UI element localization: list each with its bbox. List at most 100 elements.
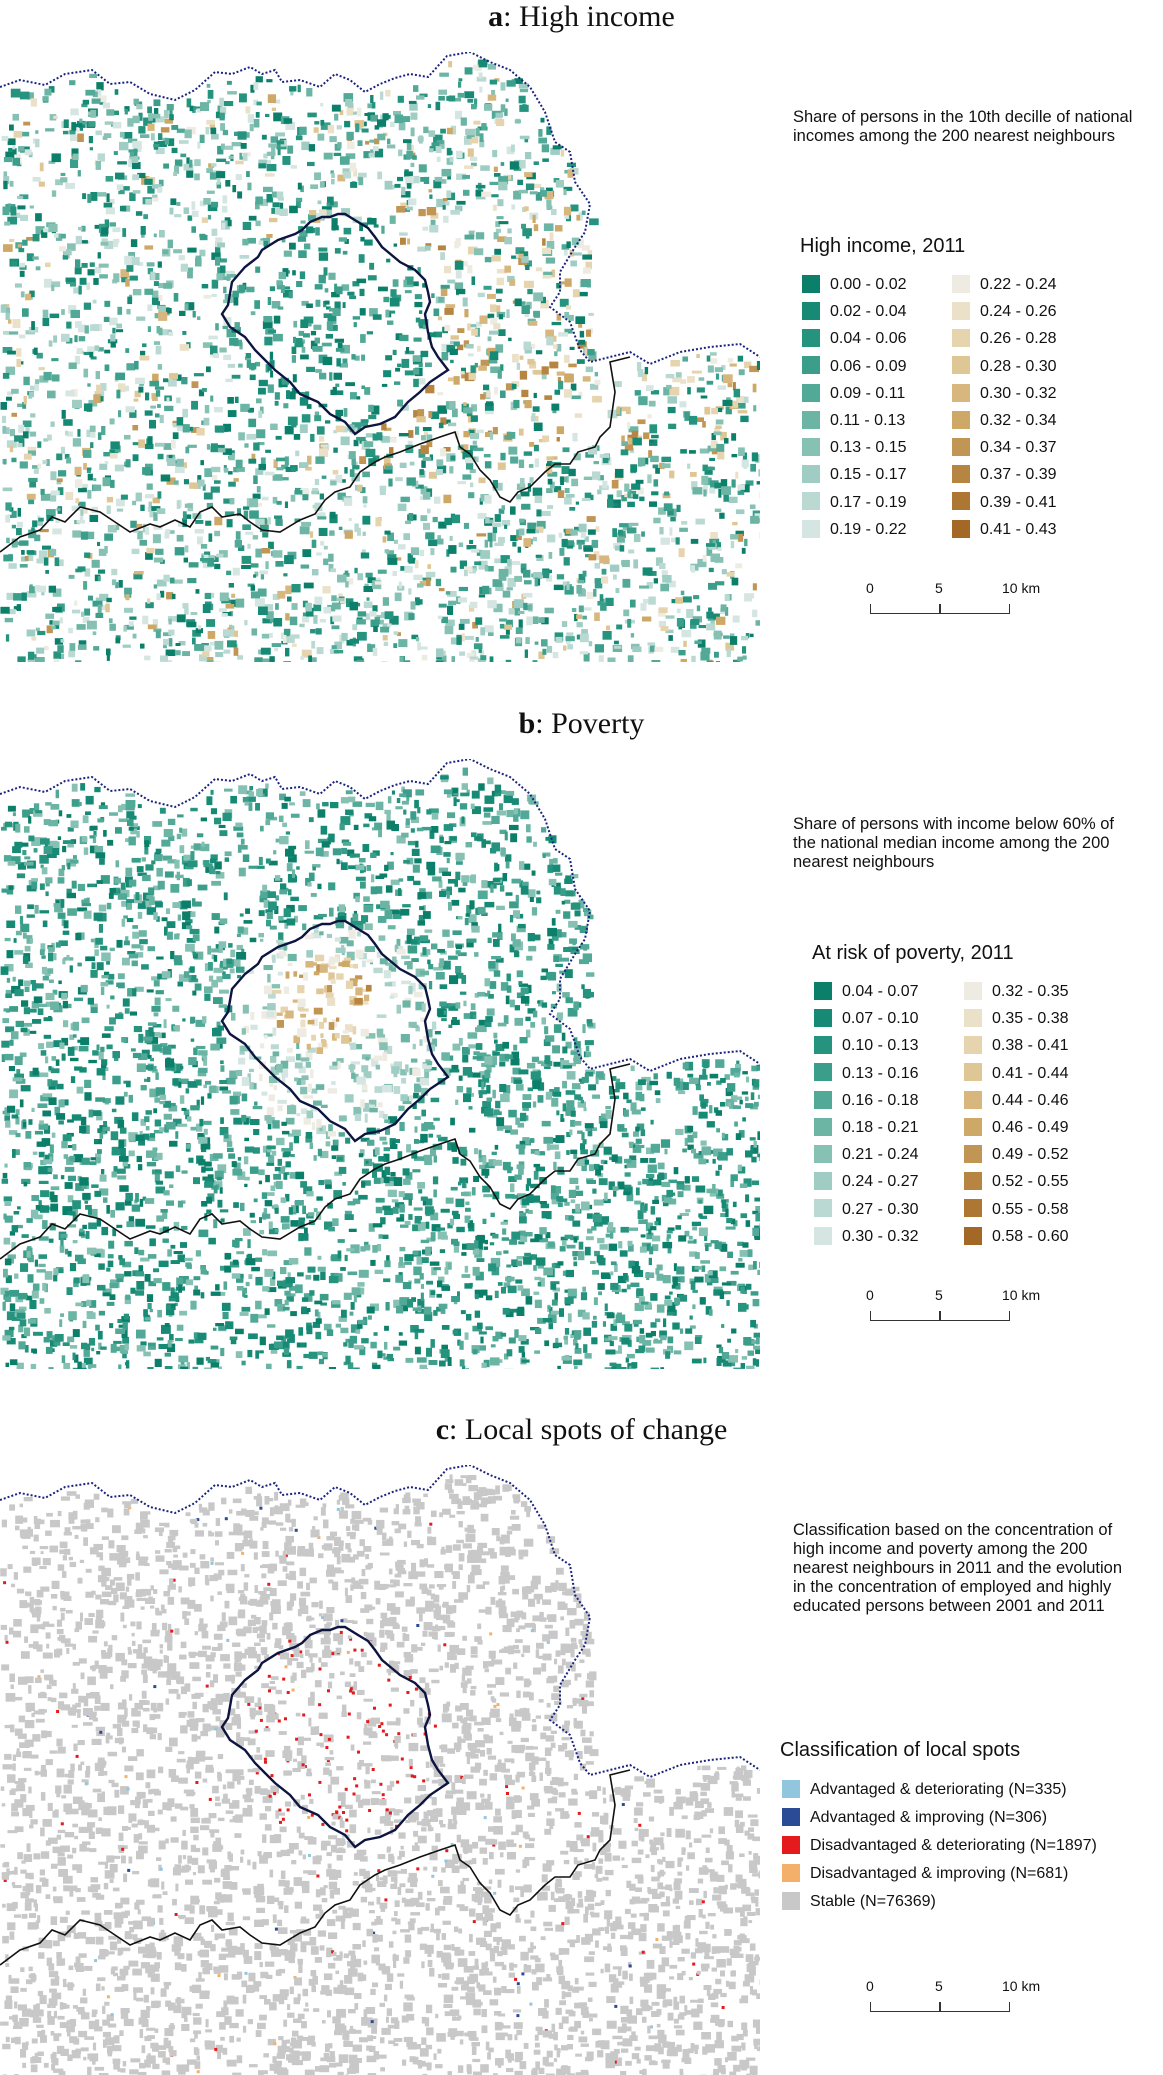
legend-swatch <box>952 492 970 510</box>
map-cell <box>107 1005 110 1009</box>
map-cell <box>651 491 658 495</box>
map-cell <box>748 1265 753 1271</box>
map-cell <box>440 129 446 134</box>
map-cell <box>680 401 687 407</box>
map-cell <box>125 936 128 941</box>
map-cell <box>398 150 402 157</box>
map-cell <box>467 545 477 549</box>
map-cell <box>219 348 226 353</box>
map-cell <box>206 366 211 372</box>
map-cell <box>329 308 338 312</box>
map-cell <box>398 1106 404 1111</box>
map-cell <box>163 378 168 382</box>
map-cell <box>326 1141 331 1146</box>
map-cell <box>594 613 600 622</box>
map-cell <box>370 1260 375 1266</box>
map-cell <box>541 976 547 980</box>
map-cell <box>395 368 400 372</box>
map-cell <box>456 238 461 246</box>
map-cell <box>460 793 469 797</box>
map-cell <box>499 221 509 224</box>
map-cell <box>677 618 684 627</box>
map-cell <box>194 174 200 181</box>
map-cell <box>244 1138 249 1141</box>
map-cell <box>318 248 327 252</box>
map-cell <box>324 313 333 318</box>
map-cell <box>579 606 584 613</box>
map-cell <box>680 449 687 454</box>
map-cell <box>413 379 419 387</box>
map-cell <box>653 1340 662 1344</box>
map-cell <box>31 1195 39 1201</box>
map-cell <box>553 145 562 149</box>
map-cell <box>317 516 326 519</box>
map-cell <box>172 1006 179 1012</box>
map-cell <box>97 818 103 822</box>
map-cell <box>183 511 187 520</box>
map-cell <box>206 120 215 125</box>
map-cell <box>201 544 207 549</box>
map-cell <box>54 234 59 238</box>
map-cell <box>143 1352 151 1357</box>
map-cell <box>23 122 30 126</box>
map-cell <box>660 1367 664 1369</box>
map-cell <box>520 89 528 92</box>
map-cell <box>510 915 513 923</box>
map-cell <box>350 1312 354 1316</box>
map-cell <box>169 114 174 120</box>
map-cell <box>682 1149 687 1153</box>
map-cell <box>276 436 282 440</box>
map-cell <box>419 363 423 367</box>
map-cell <box>296 338 303 343</box>
map-cell <box>298 85 301 93</box>
map-cell <box>60 177 67 182</box>
map-cell <box>479 87 482 93</box>
map-cell <box>179 1311 187 1316</box>
map-cell <box>58 1120 64 1124</box>
map-cell <box>45 128 54 131</box>
map-cell <box>182 331 186 335</box>
map-cell <box>668 396 678 403</box>
map-cell <box>177 459 184 467</box>
map-cell <box>445 1267 449 1274</box>
map-cell <box>447 280 455 284</box>
map-cell <box>250 1167 259 1174</box>
map-cell <box>68 628 73 634</box>
map-cell <box>220 1209 229 1212</box>
map-cell <box>594 380 600 385</box>
map-cell <box>456 289 465 294</box>
map-cell <box>551 209 557 215</box>
map-cell <box>163 639 169 645</box>
map-cell <box>313 615 317 624</box>
map-cell <box>641 1107 646 1111</box>
map-cell <box>83 463 87 470</box>
map-cell <box>324 153 333 160</box>
map-cell <box>92 962 96 969</box>
map-cell <box>305 603 312 612</box>
map-cell <box>356 437 366 441</box>
map-cell <box>232 291 239 298</box>
map-cell <box>162 917 168 921</box>
map-cell <box>90 262 95 267</box>
map-cell <box>666 385 672 389</box>
map-cell <box>481 360 490 366</box>
map-cell <box>117 1175 126 1179</box>
map-cell <box>244 620 247 625</box>
map-cell <box>583 268 591 274</box>
map-cell <box>93 394 101 403</box>
map-cell <box>316 300 321 307</box>
map-cell <box>157 326 161 333</box>
map-cell <box>191 401 198 410</box>
map-cell <box>369 263 374 270</box>
map-cell <box>470 433 479 439</box>
map-cell <box>480 550 490 559</box>
map-cell <box>236 174 242 180</box>
map-description: Share of persons in the 10th decille of … <box>793 108 1133 146</box>
map-cell <box>648 597 655 605</box>
map-cell <box>229 338 238 346</box>
map-cell <box>734 389 741 398</box>
map-cell <box>534 393 537 398</box>
map-cell <box>256 112 260 118</box>
map-cell <box>445 626 454 634</box>
map-cell <box>515 120 521 124</box>
